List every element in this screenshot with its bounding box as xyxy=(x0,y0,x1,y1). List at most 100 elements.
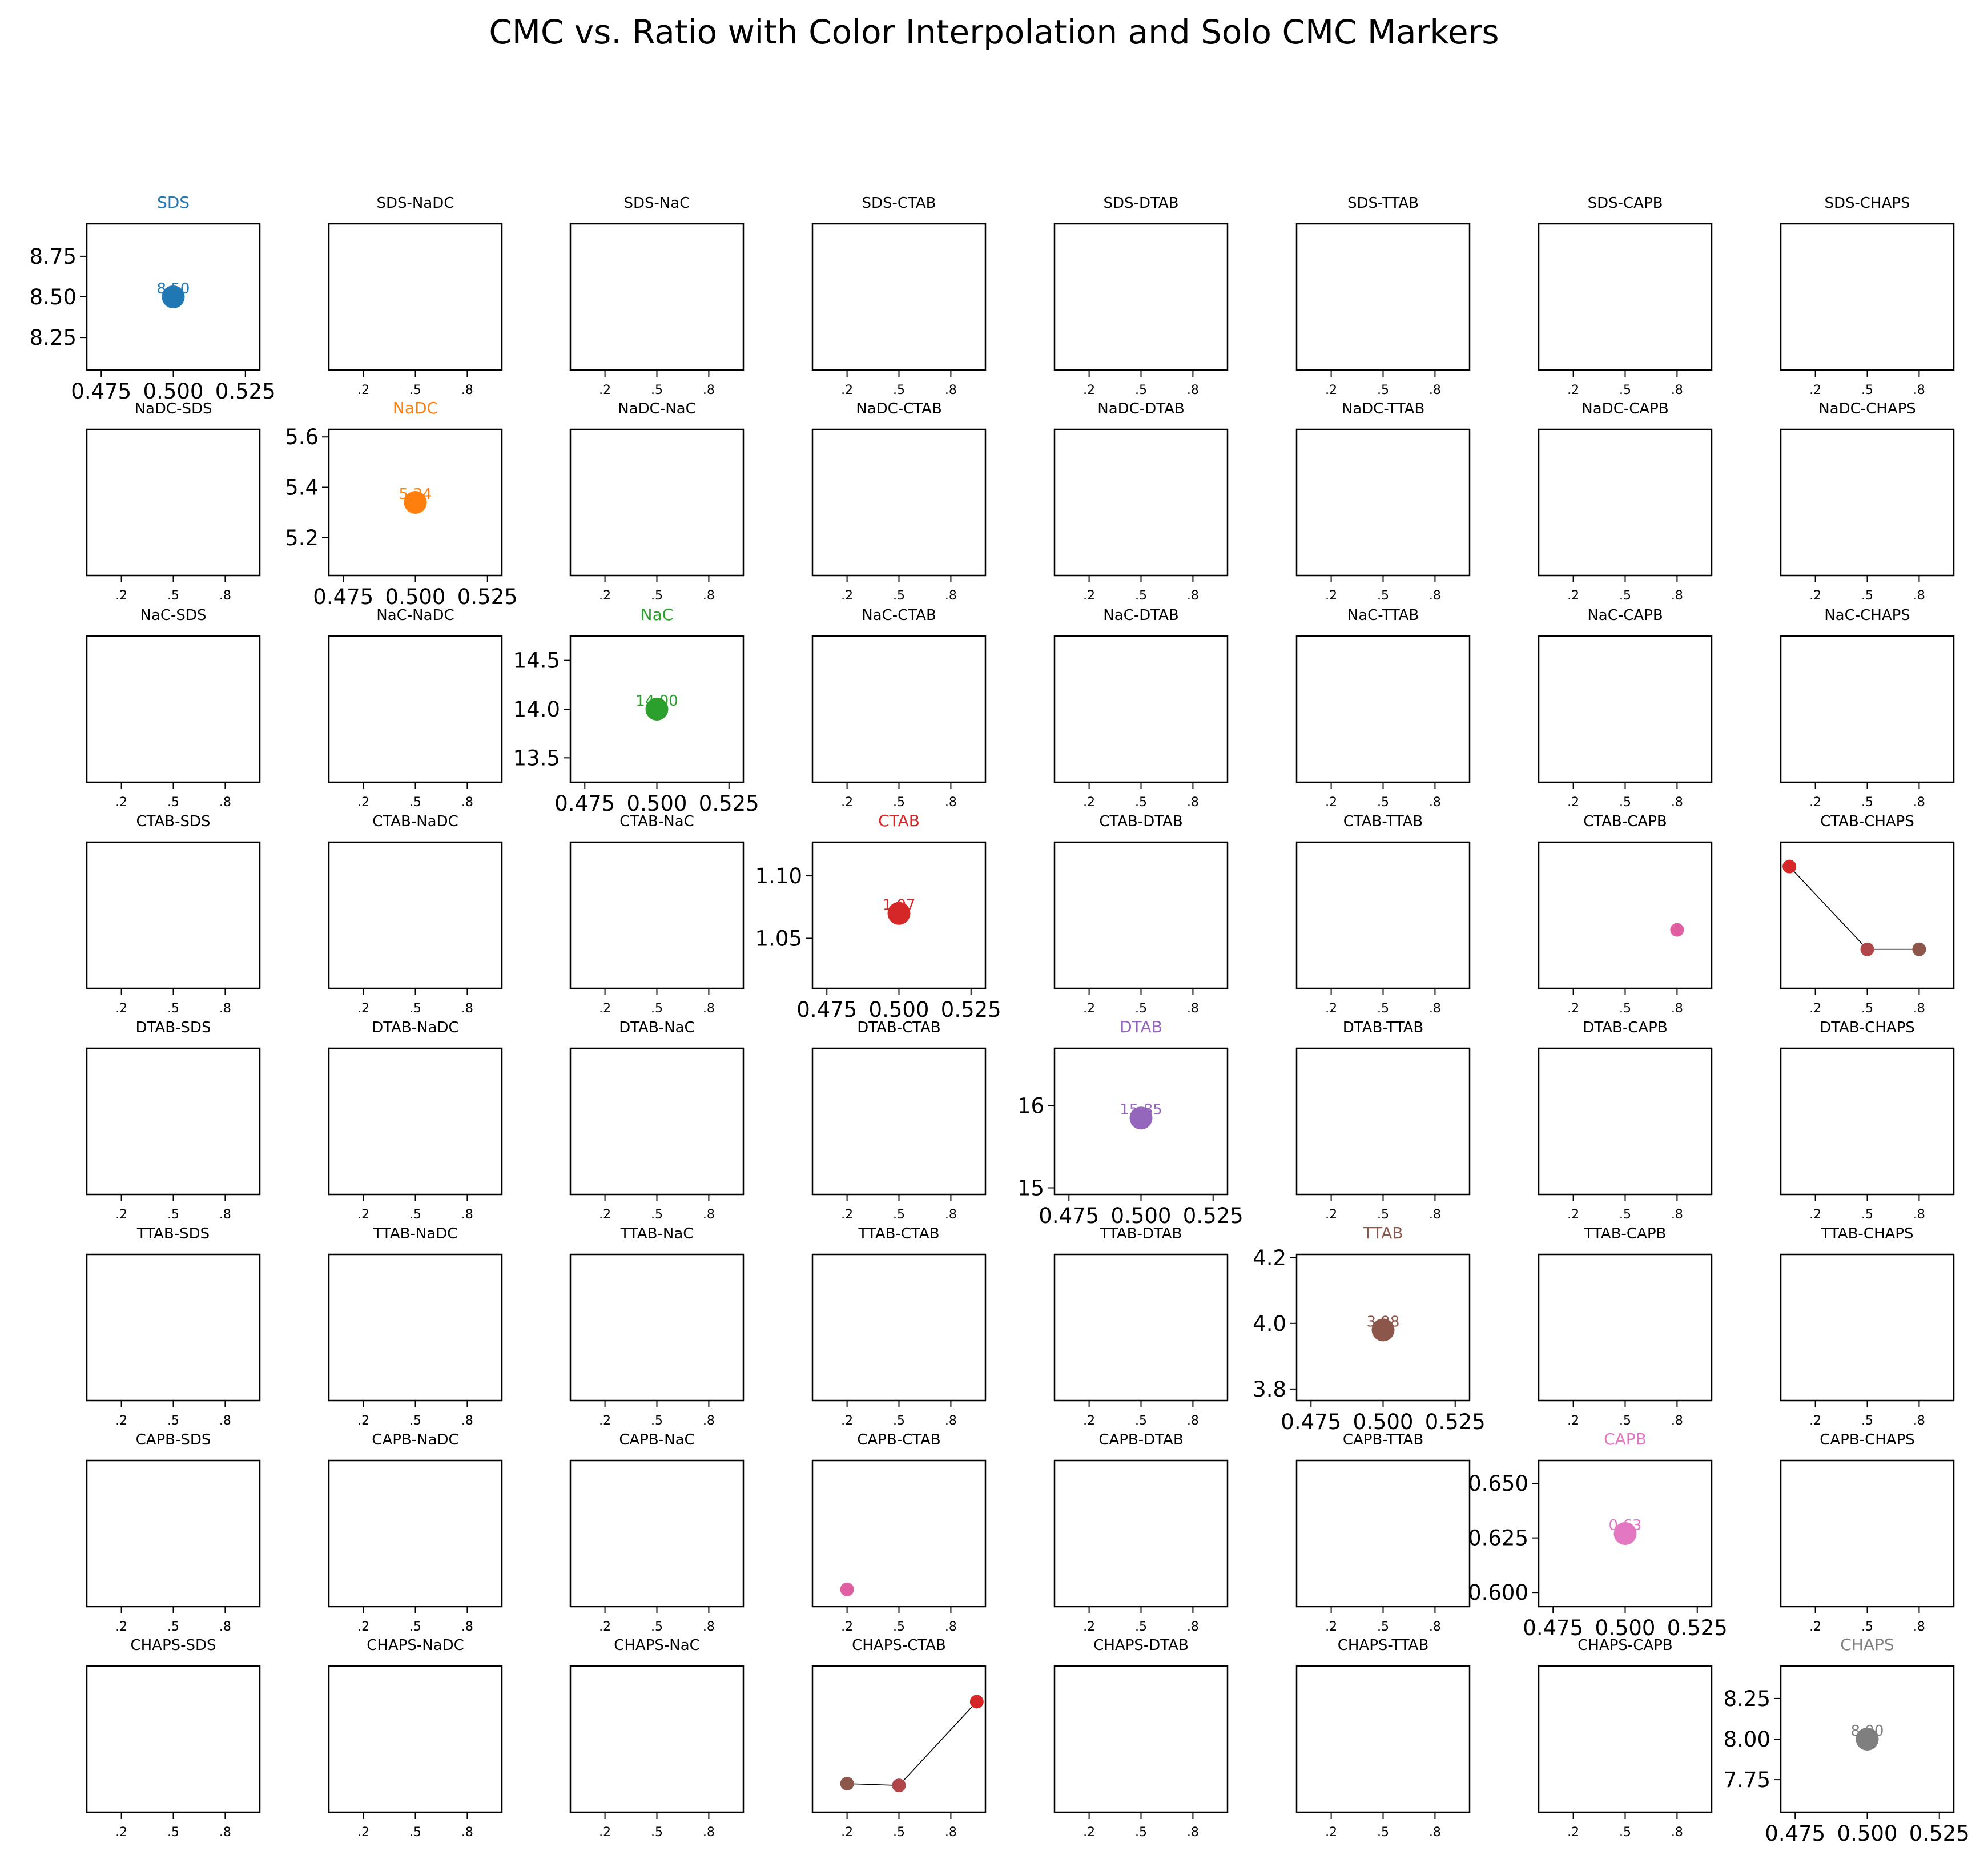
pair-title-dtab-sds: DTAB-SDS xyxy=(136,1019,211,1036)
pair-title-chaps-nac: CHAPS-NaC xyxy=(614,1637,700,1654)
axes-frame-chaps-capb xyxy=(1538,1665,1713,1813)
axes-frame-ttab-chaps xyxy=(1780,1253,1955,1402)
x-tick-label: .8 xyxy=(1671,1001,1683,1016)
axes-frame-sds-capb xyxy=(1538,223,1713,371)
pair-title-nac-nadc: NaC-NaDC xyxy=(376,607,454,624)
pair-title-ctab-capb: CTAB-CAPB xyxy=(1583,813,1667,830)
x-tick-label: .8 xyxy=(703,1001,715,1016)
solo-title-chaps-chaps: CHAPS xyxy=(1840,1635,1894,1654)
figure-title: CMC vs. Ratio with Color Interpolation a… xyxy=(489,13,1499,51)
x-tick-label: .2 xyxy=(841,383,853,397)
x-tick-label: .2 xyxy=(841,1208,853,1222)
axes-frame-nac-sds xyxy=(86,635,261,783)
x-tick-label: .8 xyxy=(219,795,231,810)
pair-point-chaps-ctab xyxy=(840,1777,854,1791)
x-tick-label: 0.525 xyxy=(1183,1204,1243,1228)
axes-frame-sds-chaps xyxy=(1780,223,1955,371)
y-tick-label: 4.0 xyxy=(1253,1311,1286,1336)
axes-frame-nac-nadc xyxy=(328,635,503,783)
pair-title-ttab-capb: TTAB-CAPB xyxy=(1584,1225,1667,1242)
pair-title-sds-nac: SDS-NaC xyxy=(624,195,690,212)
solo-title-ttab-ttab: TTAB xyxy=(1363,1224,1403,1242)
x-tick-label: 0.500 xyxy=(1595,1616,1656,1640)
x-tick-label: 0.525 xyxy=(699,791,759,816)
x-tick-label: .5 xyxy=(1619,795,1631,810)
axes-frame-nadc-capb xyxy=(1538,428,1713,577)
x-tick-label: .8 xyxy=(1187,795,1199,810)
axes-frame-chaps-chaps xyxy=(1780,1665,1955,1813)
x-tick-label: .8 xyxy=(461,1001,473,1016)
pair-title-dtab-nac: DTAB-NaC xyxy=(619,1019,694,1036)
x-tick-label: .2 xyxy=(1567,1001,1579,1016)
x-tick-label: .8 xyxy=(703,589,715,603)
x-tick-label: .2 xyxy=(1325,1620,1337,1634)
x-tick-label: .5 xyxy=(1377,1001,1389,1016)
x-tick-label: .2 xyxy=(1325,795,1337,810)
x-tick-label: .2 xyxy=(599,1414,611,1428)
y-tick-label: 16 xyxy=(1017,1094,1044,1118)
x-tick-label: .2 xyxy=(357,1414,369,1428)
x-tick-label: .8 xyxy=(1671,589,1683,603)
pair-title-nac-capb: NaC-CAPB xyxy=(1587,607,1663,624)
x-tick-label: .2 xyxy=(357,1208,369,1222)
axes-frame-nac-dtab xyxy=(1053,635,1229,783)
x-tick-label: .5 xyxy=(167,1001,179,1016)
x-tick-label: .5 xyxy=(1619,589,1631,603)
axes-frame-nadc-nac xyxy=(569,428,745,577)
axes-frame-nac-ctab xyxy=(811,635,987,783)
x-tick-label: .2 xyxy=(1083,589,1095,603)
x-tick-label: .2 xyxy=(1567,1414,1579,1428)
axes-frame-nadc-ttab xyxy=(1295,428,1471,577)
axes-frame-chaps-nadc xyxy=(328,1665,503,1813)
x-tick-label: .5 xyxy=(409,1001,421,1016)
cmc-value-label: 3.98 xyxy=(1367,1313,1400,1330)
solo-title-nadc-nadc: NaDC xyxy=(393,399,438,417)
y-tick-label: 3.8 xyxy=(1253,1377,1286,1402)
x-tick-label: .2 xyxy=(1809,1208,1821,1222)
pair-title-capb-nac: CAPB-NaC xyxy=(619,1431,694,1448)
pair-title-nadc-ctab: NaDC-CTAB xyxy=(856,400,942,417)
x-tick-label: .2 xyxy=(1567,383,1579,397)
pair-title-dtab-nadc: DTAB-NaDC xyxy=(372,1019,458,1036)
pair-title-ttab-chaps: TTAB-CHAPS xyxy=(1821,1225,1914,1242)
x-tick-label: .2 xyxy=(841,1414,853,1428)
axes-frame-sds-dtab xyxy=(1053,223,1229,371)
x-tick-label: 0.500 xyxy=(1837,1821,1898,1846)
x-tick-label: .8 xyxy=(1913,1208,1925,1222)
y-tick-label: 0.625 xyxy=(1468,1526,1528,1551)
x-tick-label: .2 xyxy=(1325,1001,1337,1016)
axes-frame-nadc-chaps xyxy=(1780,428,1955,577)
cmc-point-capb xyxy=(1613,1522,1637,1545)
pair-title-dtab-chaps: DTAB-CHAPS xyxy=(1820,1019,1915,1036)
x-tick-label: .2 xyxy=(1809,383,1821,397)
x-tick-label: .5 xyxy=(167,589,179,603)
x-tick-label: .5 xyxy=(167,1825,179,1840)
y-tick-label: 13.5 xyxy=(513,746,560,770)
x-tick-label: .2 xyxy=(599,383,611,397)
pair-title-nac-ttab: NaC-TTAB xyxy=(1347,607,1419,624)
pair-title-chaps-capb: CHAPS-CAPB xyxy=(1577,1637,1673,1654)
axes-frame-ctab-ttab xyxy=(1295,841,1471,989)
x-tick-label: .5 xyxy=(1861,589,1873,603)
x-tick-label: .5 xyxy=(1377,1825,1389,1840)
solo-title-ctab-ctab: CTAB xyxy=(878,811,920,830)
y-tick-label: 8.25 xyxy=(1724,1687,1770,1711)
pair-point-ctab-capb xyxy=(1670,923,1684,937)
x-tick-label: .8 xyxy=(1187,1414,1199,1428)
x-tick-label: .2 xyxy=(115,1620,127,1634)
axes-frame-capb-sds xyxy=(86,1459,261,1608)
x-tick-label: .2 xyxy=(1083,795,1095,810)
cmc-value-label: 5.34 xyxy=(399,486,432,503)
x-tick-label: .5 xyxy=(1135,589,1147,603)
x-tick-label: .8 xyxy=(461,1620,473,1634)
x-tick-label: .8 xyxy=(945,1825,957,1840)
x-tick-label: 0.475 xyxy=(796,997,857,1022)
x-tick-label: .5 xyxy=(1619,1001,1631,1016)
x-tick-label: 0.500 xyxy=(1111,1204,1172,1228)
axes-frame-dtab-nadc xyxy=(328,1047,503,1196)
axes-frame-capb-nadc xyxy=(328,1459,503,1608)
x-tick-label: .5 xyxy=(1619,1414,1631,1428)
axes-frame-dtab-ttab xyxy=(1295,1047,1471,1196)
x-tick-label: .2 xyxy=(599,1825,611,1840)
